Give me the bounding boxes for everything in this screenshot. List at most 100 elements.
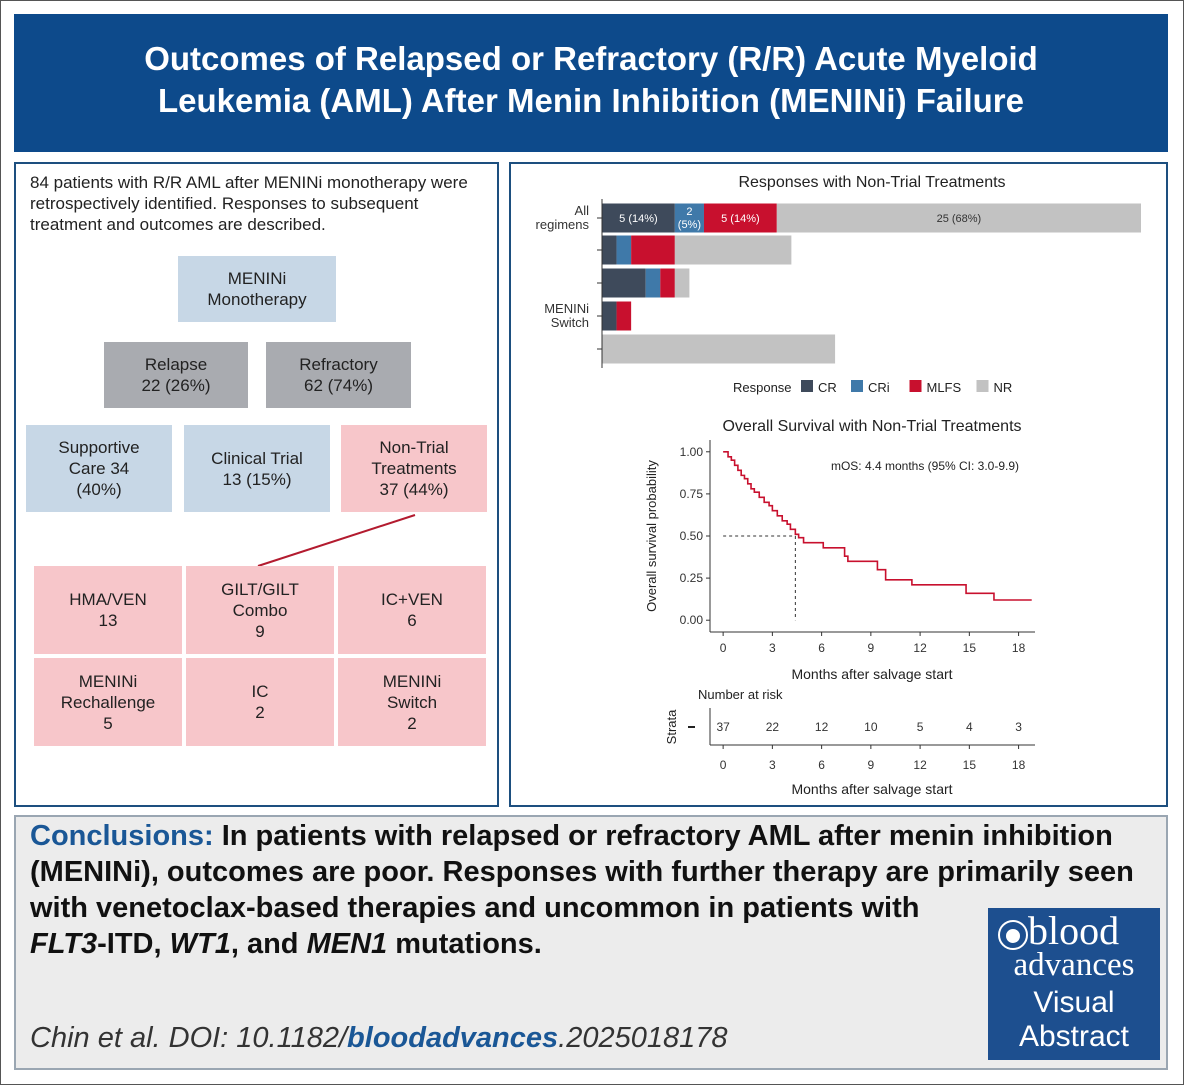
flow-box: HMA/VEN 13: [34, 566, 182, 654]
category-label-line: Switch: [551, 315, 589, 330]
box-line: 62 (74%): [304, 376, 373, 395]
box-line: 2: [255, 703, 265, 722]
risk-value: 12: [815, 720, 829, 734]
intro-text: 84 patients with R/R AML after MENINi mo…: [30, 173, 468, 234]
conclusion-part: , and: [230, 928, 307, 960]
box-line: IC+VEN: [381, 590, 443, 609]
bar-segment: [602, 301, 617, 331]
legend-swatch: [976, 380, 989, 392]
bar-segment: [703, 203, 777, 233]
box-line: Rechallenge: [60, 692, 156, 712]
charts: Responses with Non-Trial Treatments All re…: [536, 174, 1141, 797]
category-label-line: All: [575, 203, 590, 218]
legend-label: MLFS: [927, 380, 962, 395]
risk-value: 5: [917, 720, 924, 734]
survival-curve: [723, 450, 1032, 601]
risk-x-label: Months after salvage start: [791, 781, 952, 797]
x-tick-label: 3: [769, 641, 776, 655]
bar-segment: [645, 268, 661, 298]
flow-box: MENINi Rechallenge 5: [34, 658, 182, 746]
x-tick-label: 18: [1012, 641, 1026, 655]
y-tick-label: 0.25: [680, 571, 704, 585]
value-label-line: 2: [686, 206, 692, 218]
box-line: 22 (26%): [141, 376, 211, 395]
risk-x-tick-label: 12: [913, 758, 927, 772]
risk-x-tick-label: 0: [720, 758, 727, 772]
legend-swatch: [909, 380, 922, 392]
conclusion-text: Conclusions: In patients with relapsed o…: [30, 818, 1150, 1074]
y-tick-label: 0.75: [680, 487, 704, 501]
bar-segment: [674, 235, 792, 265]
box-line: 37 (44%): [379, 480, 449, 499]
connector-line: [257, 514, 416, 567]
category-label: All regimens: [536, 203, 590, 232]
value-label: 5 (14%): [619, 213, 658, 225]
risk-y-label: Strata: [664, 709, 679, 744]
citation-prefix: Chin et al. DOI: 10.1182/: [30, 1022, 348, 1054]
box-line: IC: [251, 682, 269, 701]
box-line: Supportive: [58, 438, 140, 457]
chart-title: Overall Survival with Non-Trial Treatmen…: [722, 418, 1021, 435]
risk-value: 3: [1015, 720, 1022, 734]
flow-box: IC 2: [186, 658, 334, 746]
risk-x-tick-label: 6: [818, 758, 825, 772]
box-line: (40%): [76, 480, 122, 499]
box-line: GILT/GILT: [221, 579, 299, 599]
logo: blood advances Visual Abstract: [988, 908, 1160, 1060]
bar-segment: [660, 268, 675, 298]
x-tick-label: 15: [963, 641, 977, 655]
y-axis-label: Overall survival probability: [644, 460, 659, 612]
risk-value: 37: [716, 720, 730, 734]
y-tick-label: 0.50: [680, 529, 704, 543]
logo-line1: blood: [1028, 908, 1120, 953]
category-label: MENINi Switch: [544, 301, 589, 330]
box-line: Switch: [386, 692, 438, 712]
box-line: 9: [255, 621, 265, 641]
category-label-line: MENINi: [544, 301, 589, 316]
x-tick-label: 6: [818, 641, 825, 655]
box-line: 2: [407, 713, 417, 733]
flow-box: IC+VEN 6: [338, 566, 486, 654]
box-line: MENINi: [382, 671, 442, 691]
box-line: Non-Trial: [379, 438, 449, 457]
legend-label: NR: [994, 380, 1013, 395]
conclusion-part: mutations.: [387, 928, 542, 960]
value-label: 25 (68%): [937, 213, 982, 225]
flow-box: GILT/GILT Combo 9: [186, 566, 334, 654]
conclusion-part: WT1: [169, 928, 231, 960]
annotation: mOS: 4.4 months (95% CI: 3.0-9.9): [831, 459, 1019, 473]
box-line: 13: [98, 611, 118, 630]
category-label-line: regimens: [536, 217, 590, 232]
box-line: 6: [407, 611, 417, 630]
bar-segment: [631, 235, 675, 265]
risk-value: 4: [966, 720, 973, 734]
conclusion-part: -ITD,: [97, 928, 170, 960]
conclusion-panel: [14, 815, 1168, 1070]
legend-label: CR: [818, 380, 837, 395]
box-line: Combo: [232, 600, 288, 620]
conclusion-part: In patients with relapsed or refractory …: [30, 820, 1134, 924]
box-line: Refractory: [299, 355, 378, 374]
citation: Chin et al. DOI: 10.1182/bloodadvances.2…: [30, 1022, 728, 1055]
flow-box: Refractory 62 (74%): [266, 342, 411, 408]
bar-segment: [616, 235, 632, 265]
box-line: MENINi: [227, 269, 287, 288]
conclusion-part: MEN1: [306, 928, 388, 960]
x-tick-label: 12: [913, 641, 927, 655]
risk-x-tick-label: 15: [963, 758, 977, 772]
legend-swatch: [851, 380, 863, 392]
bar-segment: [776, 203, 1141, 233]
risk-x-tick-label: 18: [1012, 758, 1026, 772]
flow-box: MENINi Switch 2: [338, 658, 486, 746]
logo-icon: [998, 920, 1028, 950]
x-axis-label: Months after salvage start: [791, 666, 952, 682]
conclusion-label: Conclusions:: [30, 820, 214, 852]
value-label: 5 (14%): [721, 213, 760, 225]
conclusion-part: FLT3: [30, 928, 98, 960]
bar-segment: [602, 334, 836, 364]
logo-line4: Abstract: [1018, 1020, 1130, 1053]
flow-box: Clinical Trial 13 (15%): [184, 425, 330, 512]
legend-label: CRi: [868, 380, 890, 395]
risk-value: 22: [766, 720, 780, 734]
citation-journal: bloodadvances: [347, 1022, 559, 1054]
